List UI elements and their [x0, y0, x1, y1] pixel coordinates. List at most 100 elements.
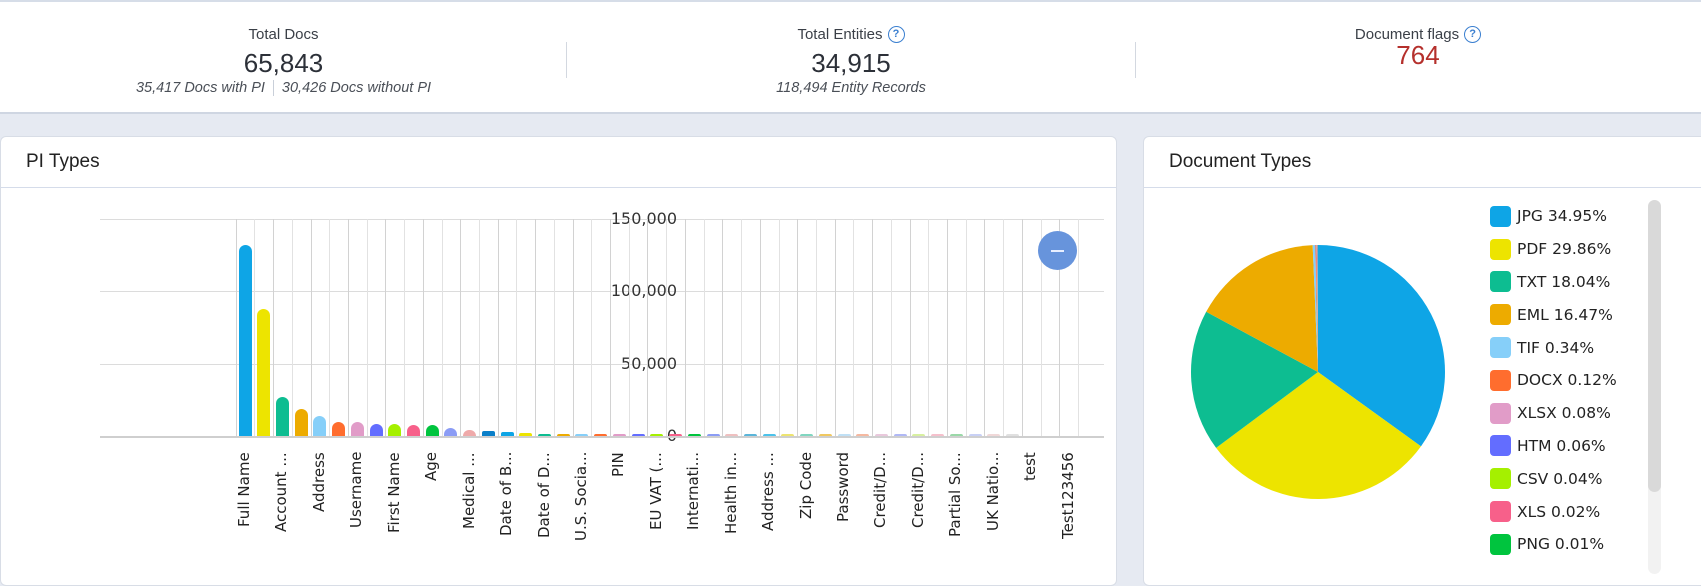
legend-item[interactable]: EML 16.47% — [1490, 298, 1617, 331]
bar[interactable] — [239, 245, 252, 436]
x-tick-label: Partial So... — [946, 452, 964, 537]
legend-label: XLSX 0.08% — [1517, 404, 1611, 422]
document-types-title: Document Types — [1144, 137, 1701, 188]
bar[interactable] — [444, 428, 457, 436]
x-tick-label: Health in... — [722, 452, 740, 534]
gridline — [741, 219, 742, 436]
bar[interactable] — [313, 416, 326, 436]
gridline — [573, 219, 574, 436]
gridline — [816, 219, 817, 436]
x-tick-label: Credit/D... — [871, 452, 889, 528]
legend-item[interactable]: XLSX 0.08% — [1490, 397, 1617, 430]
legend-item[interactable]: HTM 0.06% — [1490, 430, 1617, 463]
x-tick-label: UK Natio... — [984, 452, 1002, 531]
gridline — [872, 219, 873, 436]
gridline — [516, 219, 517, 436]
gridline — [348, 219, 349, 436]
legend-item[interactable]: PDF 29.86% — [1490, 233, 1617, 266]
gridline — [404, 219, 405, 436]
legend-item[interactable]: TIF 0.34% — [1490, 331, 1617, 364]
gridline — [891, 219, 892, 436]
gridline — [498, 219, 499, 436]
legend-scrollbar-thumb[interactable] — [1648, 200, 1661, 492]
x-tick-label: PIN — [609, 452, 627, 477]
document-flags-value[interactable]: 764 — [1135, 40, 1701, 70]
total-entities-value: 34,915 — [567, 48, 1135, 78]
legend-item[interactable]: PNG 0.01% — [1490, 528, 1617, 561]
legend-swatch — [1490, 468, 1511, 489]
document-types-pie-chart[interactable] — [1190, 244, 1446, 500]
gridline — [928, 219, 929, 436]
x-tick-label: Password — [834, 452, 852, 522]
help-icon[interactable]: ? — [1464, 26, 1481, 43]
x-tick-label: Age — [422, 452, 440, 481]
x-tick-label: Zip Code — [797, 452, 815, 519]
legend-item[interactable]: TXT 18.04% — [1490, 266, 1617, 299]
pi-types-title: PI Types — [1, 137, 1116, 188]
legend-label: TXT 18.04% — [1517, 273, 1610, 291]
gridline — [460, 219, 461, 436]
total-docs-value: 65,843 — [0, 48, 567, 78]
bar[interactable] — [257, 309, 270, 436]
x-tick-label: Date of D... — [535, 452, 553, 538]
gridline — [100, 219, 1104, 220]
legend-label: PDF 29.86% — [1517, 240, 1611, 258]
legend-item[interactable]: CSV 0.04% — [1490, 462, 1617, 495]
gridline — [367, 219, 368, 436]
x-tick-label: test — [1021, 452, 1039, 481]
pie-legend: JPG 34.95% PDF 29.86% TXT 18.04% EML 16.47%… — [1490, 200, 1617, 561]
x-axis — [100, 436, 1104, 438]
x-tick-label: First Name — [385, 452, 403, 533]
gridline — [835, 219, 836, 436]
legend-swatch — [1490, 239, 1511, 260]
bar[interactable] — [276, 397, 289, 436]
gridline — [779, 219, 780, 436]
gridline — [273, 219, 274, 436]
legend-item[interactable]: JPG 34.95% — [1490, 200, 1617, 233]
legend-swatch — [1490, 206, 1511, 227]
gridline — [1078, 219, 1079, 436]
x-tick-label: EU VAT (... — [647, 452, 665, 530]
x-tick-label: Address — [310, 452, 328, 512]
docs-without-pi[interactable]: 30,426 Docs without PI — [282, 80, 431, 96]
legend-swatch — [1490, 534, 1511, 555]
gridline — [666, 219, 667, 436]
x-tick-label: Medical ... — [460, 452, 478, 529]
legend-swatch — [1490, 370, 1511, 391]
legend-swatch — [1490, 271, 1511, 292]
gridline — [554, 219, 555, 436]
legend-swatch — [1490, 403, 1511, 424]
bar[interactable] — [370, 424, 383, 436]
legend-item[interactable]: XLS 0.02% — [1490, 495, 1617, 528]
legend-label: HTM 0.06% — [1517, 437, 1606, 455]
gridline — [685, 219, 686, 436]
x-tick-label: Username — [347, 452, 365, 528]
bar[interactable] — [295, 409, 308, 436]
bar[interactable] — [426, 425, 439, 436]
bar[interactable] — [332, 422, 345, 436]
legend-label: JPG 34.95% — [1517, 207, 1607, 225]
legend-item[interactable]: DOCX 0.12% — [1490, 364, 1617, 397]
gridline — [704, 219, 705, 436]
zoom-out-button[interactable] — [1038, 231, 1077, 270]
bar[interactable] — [388, 424, 401, 436]
x-tick-label: Address ... — [759, 452, 777, 531]
x-tick-label: Date of B... — [497, 452, 515, 536]
gridline — [479, 219, 480, 436]
x-tick-label: Credit/D... — [909, 452, 927, 528]
gridline — [966, 219, 967, 436]
x-tick-label: Internati... — [684, 452, 702, 530]
docs-with-pi[interactable]: 35,417 Docs with PI — [136, 80, 265, 96]
x-tick-label: Test123456 — [1059, 452, 1077, 539]
bar[interactable] — [351, 422, 364, 436]
legend-label: DOCX 0.12% — [1517, 371, 1617, 389]
total-entities-label: Total Entities — [797, 26, 882, 43]
bar[interactable] — [407, 425, 420, 436]
gridline — [236, 219, 237, 436]
x-tick-label: U.S. Socia... — [572, 452, 590, 541]
help-icon[interactable]: ? — [888, 26, 905, 43]
legend-label: CSV 0.04% — [1517, 470, 1602, 488]
gridline — [1003, 219, 1004, 436]
legend-swatch — [1490, 304, 1511, 325]
